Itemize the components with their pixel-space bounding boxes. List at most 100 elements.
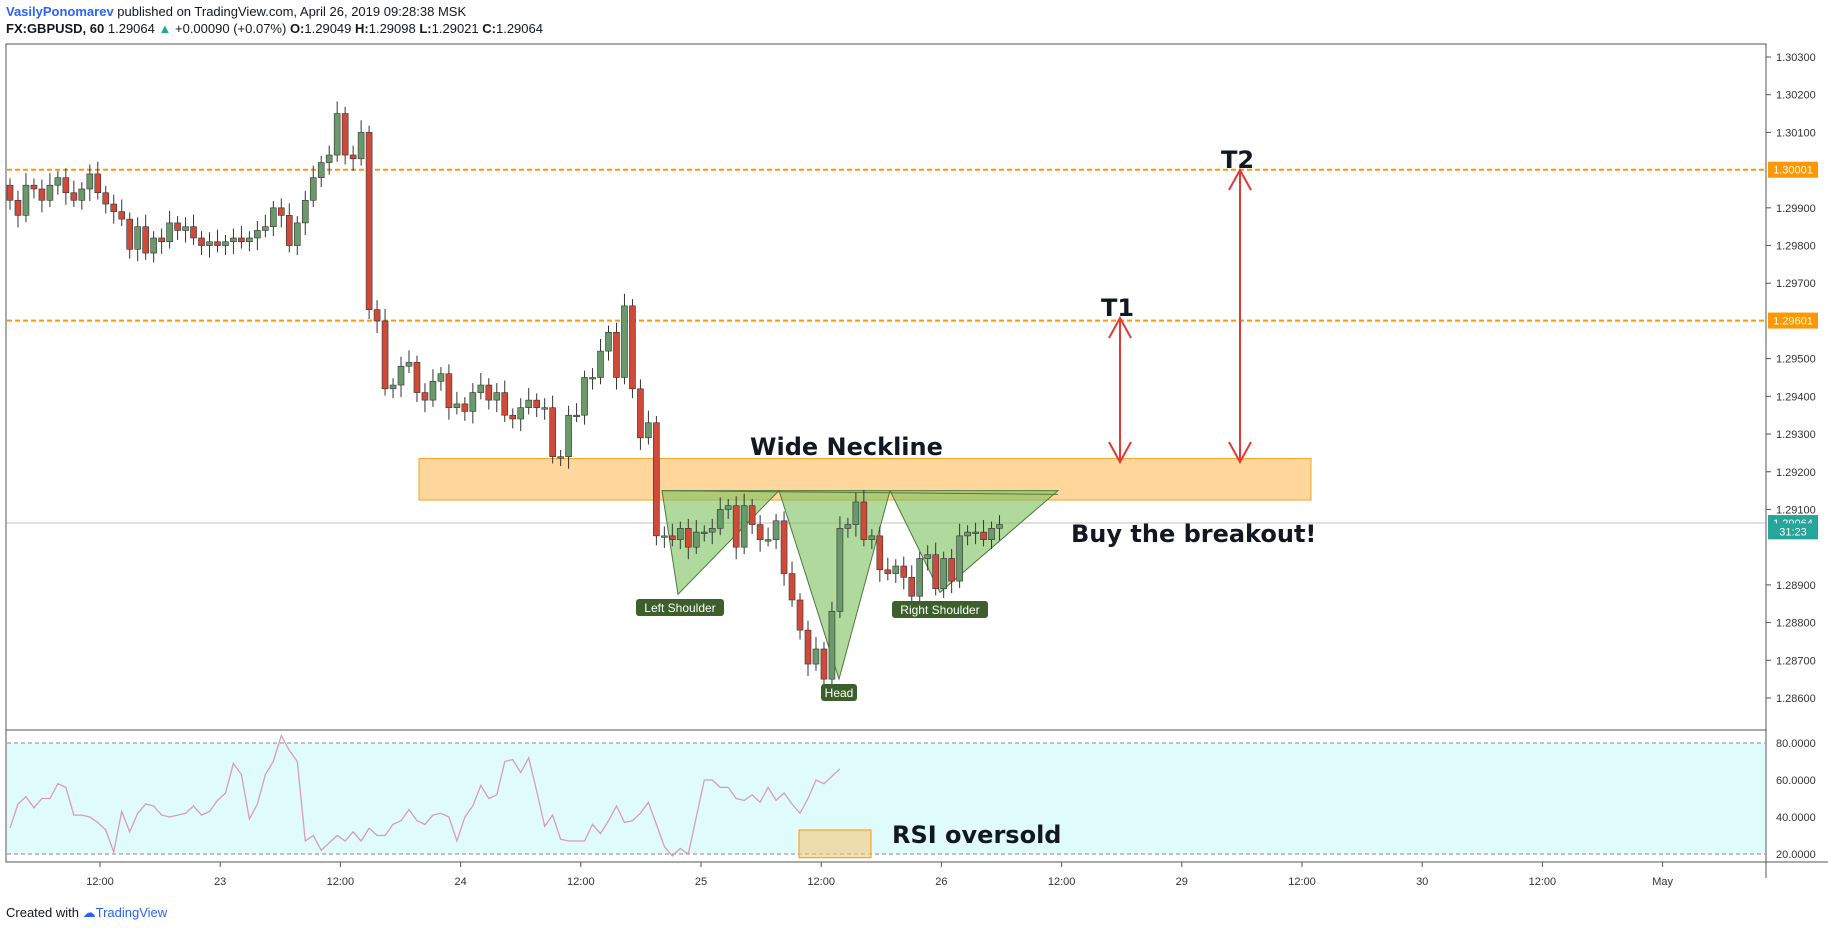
candle-body [756, 524, 764, 540]
candle-body [485, 384, 493, 401]
candle-body [996, 524, 1003, 529]
rsi-line [9, 733, 841, 857]
candle-body [932, 554, 939, 589]
t1-arrow-head-down [1108, 441, 1132, 465]
price-tick-label: 1.29700 [1776, 278, 1816, 290]
candle-body [150, 237, 157, 254]
candle-body [453, 403, 461, 408]
candle-body [6, 184, 14, 201]
candle-body [341, 113, 349, 156]
footer: Created with ☁TradingView [6, 905, 167, 921]
candle-body [30, 184, 38, 190]
candle-body [469, 392, 477, 412]
rsi-oversold-box [798, 829, 872, 859]
candle-body [557, 456, 564, 459]
candle-body [413, 362, 421, 393]
price-tick-label: 1.29800 [1776, 241, 1816, 253]
candle-body [541, 407, 548, 410]
candle-body [780, 520, 788, 574]
candle-body [876, 535, 884, 571]
candle-body [533, 399, 540, 408]
candle-body [14, 199, 22, 216]
high-value: 1.29098 [368, 21, 416, 36]
candle-body [46, 184, 54, 201]
time-tick-label: 29 [1176, 876, 1188, 888]
price-change: +0.00090 (+0.07%) [175, 21, 287, 36]
time-tick-label: 24 [454, 876, 466, 888]
candle-body [78, 188, 86, 201]
candle-body [437, 373, 445, 382]
price-tag-box [1768, 161, 1818, 178]
time-tick-label: 12:00 [1048, 876, 1076, 888]
tradingview-brand[interactable]: TradingView [95, 905, 168, 920]
price-tick-label: 1.30300 [1776, 52, 1816, 64]
candle-body [645, 422, 652, 439]
candle-body [94, 173, 102, 194]
candle-body [262, 226, 269, 231]
candle-body [86, 173, 94, 190]
price-tick-label: 1.28600 [1776, 693, 1816, 705]
candle-body [142, 226, 149, 254]
candles-layer [6, 101, 1003, 692]
price-tag-box [1768, 312, 1818, 329]
rsi-tick-label: 40.0000 [1776, 812, 1816, 824]
rsi-layer [7, 733, 1765, 859]
candle-body [254, 230, 261, 239]
tradingview-logo-icon[interactable]: ☁ [82, 905, 96, 920]
low-value: 1.29021 [431, 21, 479, 36]
up-arrow-icon: ▲ [158, 21, 172, 36]
t2-arrow-head-up [1228, 167, 1252, 191]
candle-body [812, 648, 820, 665]
time-tick-label: 12:00 [567, 876, 595, 888]
author-link[interactable]: VasilyPonomarev [6, 4, 114, 19]
candle-body [158, 237, 165, 243]
candle-body [182, 226, 189, 231]
rsi-band [7, 743, 1765, 854]
price-tick-label: 1.29400 [1776, 391, 1816, 403]
candle-body [373, 309, 381, 322]
left-shoulder-text: Left Shoulder [644, 601, 715, 615]
t1-label: T1 [1101, 294, 1134, 322]
candle-body [278, 207, 285, 216]
high-label: H: [355, 21, 369, 36]
candle-body [174, 222, 181, 231]
candle-body [70, 192, 78, 201]
t1-arrow-head-up [1108, 315, 1132, 339]
price-tick-label: 1.28800 [1776, 618, 1816, 630]
candle-body [908, 577, 916, 597]
candle-body [972, 531, 979, 534]
candle-body [980, 531, 987, 540]
candle-body [605, 331, 612, 352]
candle-body [309, 177, 317, 201]
open-label: O: [289, 21, 305, 36]
candle-body [700, 531, 708, 534]
candle-body [852, 501, 860, 525]
candle-body [525, 399, 533, 408]
candle-body [293, 222, 301, 246]
candle-body [397, 365, 405, 386]
candle-body [581, 377, 588, 416]
main-pane[interactable] [5, 43, 1767, 731]
right-shoulder-tag: Right Shoulder [892, 601, 988, 618]
candle-body [629, 305, 636, 390]
candle-body [956, 535, 963, 582]
price-tick-label: 1.29200 [1776, 467, 1816, 479]
price-tick-label: 1.29500 [1776, 354, 1816, 366]
pattern-top-line [661, 490, 1059, 495]
candle-body [684, 528, 692, 548]
candle-body [740, 505, 748, 548]
ohlc-legend: FX:GBPUSD, 60 1.29064 ▲ +0.00090 (+0.07%… [6, 21, 543, 36]
candle-body [62, 177, 70, 194]
candle-body [637, 388, 644, 439]
candle-body [892, 565, 900, 574]
candle-body [357, 132, 365, 160]
candle-body [333, 113, 341, 156]
time-tick-label: 23 [214, 876, 226, 888]
candle-body [677, 528, 684, 540]
time-tick-label: 30 [1416, 876, 1428, 888]
candle-body [988, 528, 995, 540]
candle-body [285, 215, 293, 246]
candle-body [589, 377, 596, 380]
price-tick-label: 1.29900 [1776, 203, 1816, 215]
